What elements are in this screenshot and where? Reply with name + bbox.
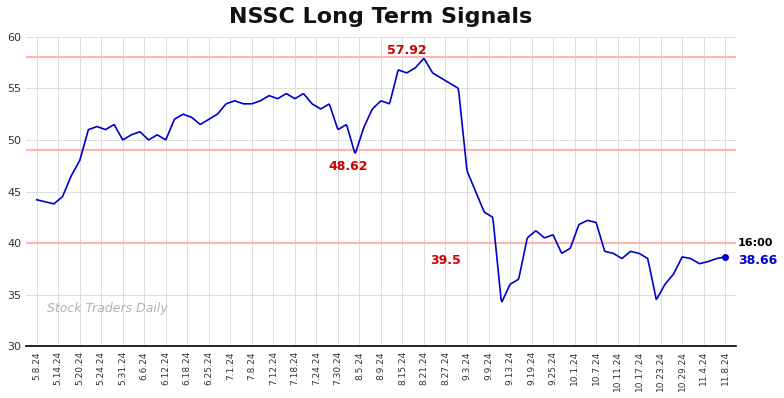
Text: 39.5: 39.5 (430, 254, 461, 267)
Text: 16:00: 16:00 (738, 238, 774, 248)
Text: 48.62: 48.62 (329, 160, 368, 173)
Text: 38.66: 38.66 (738, 254, 778, 267)
Text: 57.92: 57.92 (387, 44, 426, 57)
Text: Stock Traders Daily: Stock Traders Daily (47, 302, 168, 315)
Title: NSSC Long Term Signals: NSSC Long Term Signals (230, 7, 532, 27)
